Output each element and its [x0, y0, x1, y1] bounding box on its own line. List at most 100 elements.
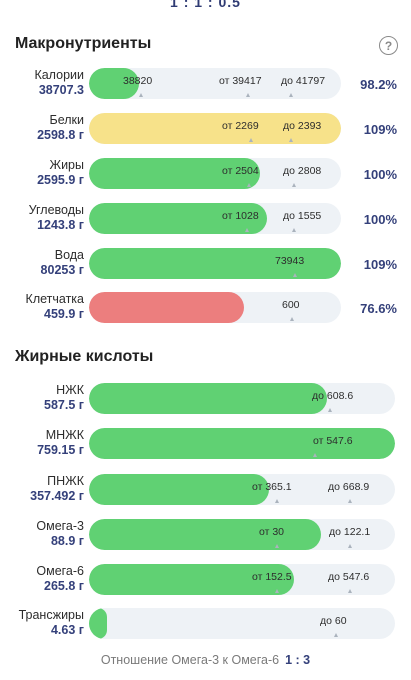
progress-bar: до 60	[89, 608, 395, 639]
marker-tick	[249, 138, 253, 142]
progress-fill	[89, 383, 327, 414]
marker-tick	[247, 183, 251, 187]
marker-tick	[289, 138, 293, 142]
nutrient-name: Клетчатка	[25, 292, 84, 306]
progress-fill	[89, 519, 321, 550]
progress-fill	[89, 474, 269, 505]
omega-ratio-value: 1 : 3	[285, 653, 311, 667]
marker-tick	[275, 544, 279, 548]
marker-label: до 41797	[281, 75, 326, 87]
progress-fill	[89, 428, 395, 459]
percent-value: 98.2%	[360, 77, 397, 92]
nutrient-value: 2598.8 г	[37, 128, 84, 142]
marker-label: от 39417	[219, 75, 262, 87]
progress-fill	[89, 564, 294, 595]
nutrient-value: 80253 г	[40, 263, 84, 277]
progress-bar: от 2269 до 2393	[89, 113, 341, 144]
marker-label: до 122.1	[329, 526, 371, 538]
marker-label: до 1555	[283, 210, 322, 222]
marker-tick	[289, 93, 293, 97]
progress-fill	[89, 608, 107, 639]
nutrient-row-fats: Жиры 2595.9 г от 2504 до 2808 100%	[0, 156, 411, 196]
progress-bar: 38820 от 39417 до 41797	[89, 68, 341, 99]
nutrient-value: 265.8 г	[44, 579, 84, 593]
progress-bar: 600	[89, 292, 341, 323]
nutrient-value: 357.492 г	[30, 489, 84, 503]
marker-tick	[334, 633, 338, 637]
fatty-row-pufa: ПНЖК 357.492 г от 365.1 до 668.9	[0, 471, 411, 511]
question-circle-icon[interactable]: ?	[379, 36, 398, 55]
marker-label: до 2808	[283, 165, 322, 177]
marker-tick	[246, 93, 250, 97]
progress-bar: от 152.5 до 547.6	[89, 564, 395, 595]
nutrient-name: НЖК	[56, 383, 84, 397]
percent-value: 100%	[363, 167, 397, 182]
nutrient-row-carbs: Углеводы 1243.8 г от 1028 до 1555 100%	[0, 201, 411, 241]
progress-bar: 73943	[89, 248, 341, 279]
top-ratio-value: 1 : 1 : 0.5	[170, 0, 241, 10]
nutrient-value: 1243.8 г	[37, 218, 84, 232]
progress-fill	[89, 68, 139, 99]
nutrient-value: 88.9 г	[50, 534, 84, 548]
progress-fill	[89, 158, 260, 189]
nutrient-name: Омега-3	[36, 519, 84, 533]
nutrient-name: Трансжиры	[18, 608, 84, 622]
marker-tick	[293, 273, 297, 277]
marker-label: от 1028	[222, 210, 259, 222]
nutrient-value: 4.63 г	[50, 623, 84, 637]
marker-label: от 2269	[222, 120, 259, 132]
marker-tick	[292, 228, 296, 232]
marker-tick	[348, 544, 352, 548]
nutrient-value: 587.5 г	[44, 398, 84, 412]
marker-tick	[348, 499, 352, 503]
fatty-row-omega6: Омега-6 265.8 г от 152.5 до 547.6	[0, 561, 411, 601]
marker-tick	[275, 499, 279, 503]
marker-tick	[313, 453, 317, 457]
nutrient-row-protein: Белки 2598.8 г от 2269 до 2393 109%	[0, 111, 411, 151]
progress-bar: от 547.6	[89, 428, 395, 459]
nutrient-name: МНЖК	[45, 428, 84, 442]
progress-fill	[89, 248, 341, 279]
marker-tick	[245, 228, 249, 232]
marker-label: от 365.1	[252, 481, 292, 493]
marker-label: 73943	[275, 255, 305, 267]
nutrient-value: 759.15 г	[37, 443, 84, 457]
progress-bar: от 2504 до 2808	[89, 158, 341, 189]
marker-label: до 668.9	[328, 481, 370, 493]
percent-value: 76.6%	[360, 301, 397, 316]
fatty-row-trans: Трансжиры 4.63 г до 60	[0, 605, 411, 645]
section-title-fatty-acids: Жирные кислоты	[15, 348, 154, 365]
nutrient-name: Омега-6	[36, 564, 84, 578]
marker-label: от 152.5	[252, 571, 292, 583]
nutrient-name: Углеводы	[28, 203, 84, 217]
nutrient-value: 38707.3	[38, 83, 84, 97]
nutrient-row-calories: Калории 38707.3 38820 от 39417 до 41797 9…	[0, 66, 411, 106]
section-title-macronutrients: Макронутриенты	[15, 35, 152, 52]
progress-bar: от 365.1 до 668.9	[89, 474, 395, 505]
fatty-row-omega3: Омега-3 88.9 г от 30 до 122.1	[0, 516, 411, 556]
marker-label: до 608.6	[312, 390, 354, 402]
progress-bar: до 608.6	[89, 383, 395, 414]
fatty-row-sfa: НЖК 587.5 г до 608.6	[0, 380, 411, 420]
progress-fill	[89, 113, 341, 144]
omega-ratio-footer: Отношение Омега-3 к Омега-6 1 : 3	[0, 653, 411, 667]
marker-label: 600	[282, 299, 300, 311]
nutrient-name: Жиры	[49, 158, 84, 172]
marker-label: от 2504	[222, 165, 259, 177]
progress-fill	[89, 203, 267, 234]
nutrient-row-fiber: Клетчатка 459.9 г 600 76.6%	[0, 290, 411, 330]
marker-label: до 60	[320, 615, 347, 627]
nutrient-name: Белки	[49, 113, 85, 127]
nutrient-name: Вода	[54, 248, 84, 262]
progress-bar: от 1028 до 1555	[89, 203, 341, 234]
marker-tick	[292, 183, 296, 187]
omega-ratio-label: Отношение Омега-3 к Омега-6	[100, 653, 280, 667]
marker-tick	[275, 589, 279, 593]
progress-fill	[89, 292, 244, 323]
marker-tick	[328, 408, 332, 412]
percent-value: 100%	[363, 212, 397, 227]
marker-label: до 547.6	[328, 571, 370, 583]
nutrient-name: ПНЖК	[47, 474, 84, 488]
marker-label: от 30	[259, 526, 285, 538]
nutrient-row-water: Вода 80253 г 73943 109%	[0, 246, 411, 286]
